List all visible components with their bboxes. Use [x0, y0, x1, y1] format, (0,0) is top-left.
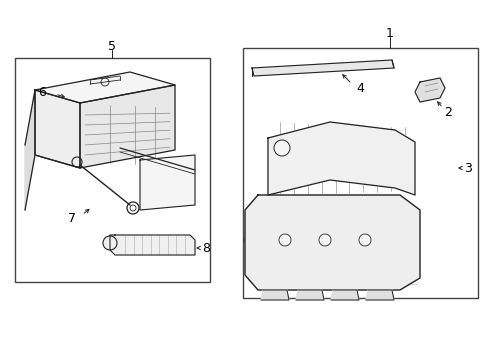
Text: 7: 7: [68, 212, 76, 225]
Text: 8: 8: [202, 242, 210, 255]
Bar: [15, 58, 210, 282]
Polygon shape: [366, 290, 394, 300]
Polygon shape: [415, 78, 445, 102]
Polygon shape: [331, 290, 359, 300]
Text: 4: 4: [356, 81, 364, 95]
Text: 2: 2: [444, 105, 452, 118]
Polygon shape: [245, 195, 420, 290]
Polygon shape: [268, 122, 415, 195]
Polygon shape: [296, 290, 324, 300]
Polygon shape: [80, 85, 175, 168]
Circle shape: [274, 140, 290, 156]
Bar: [243, 48, 478, 298]
Circle shape: [103, 236, 117, 250]
Polygon shape: [35, 90, 80, 168]
Polygon shape: [35, 72, 175, 103]
Polygon shape: [261, 290, 289, 300]
Text: 3: 3: [464, 162, 472, 175]
Text: 1: 1: [386, 27, 394, 40]
Polygon shape: [140, 155, 195, 210]
Circle shape: [279, 234, 291, 246]
Polygon shape: [252, 60, 394, 76]
Polygon shape: [25, 90, 35, 210]
Circle shape: [359, 234, 371, 246]
Text: 5: 5: [108, 40, 116, 53]
Text: 6: 6: [38, 86, 46, 99]
Circle shape: [319, 234, 331, 246]
Polygon shape: [110, 235, 195, 255]
